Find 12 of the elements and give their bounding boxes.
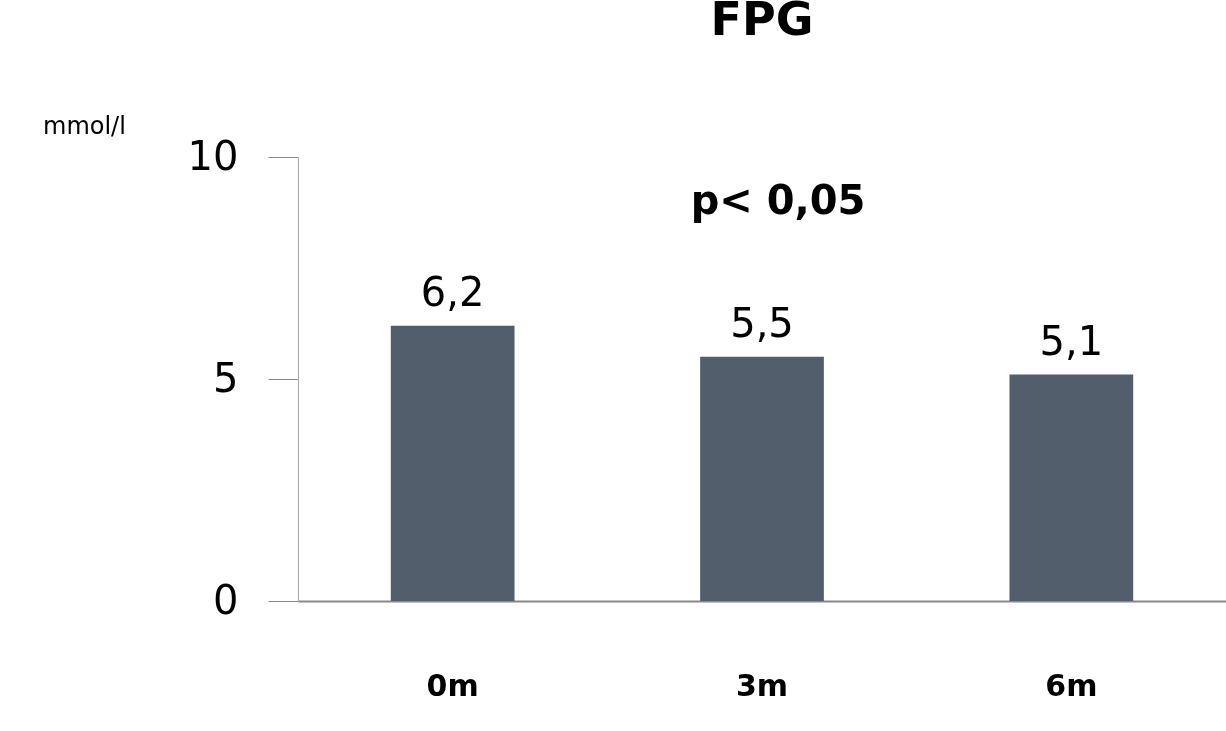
data-label: 6,2: [420, 268, 485, 315]
x-tick-label: 6m: [1045, 667, 1098, 703]
annotation: p< 0,05: [690, 177, 866, 223]
x-tick-label: 3m: [735, 667, 789, 703]
y-tick-label: 10: [187, 132, 239, 179]
data-label: 5,1: [1039, 317, 1104, 364]
y-tick-label: 5: [213, 354, 239, 401]
y-axis-title: mmol/l: [43, 112, 126, 140]
x-tick-label: 0m: [426, 667, 479, 703]
chart-title: FPG: [710, 0, 814, 46]
y-tick-label: 0: [213, 576, 239, 623]
data-label: 5,5: [730, 299, 794, 346]
